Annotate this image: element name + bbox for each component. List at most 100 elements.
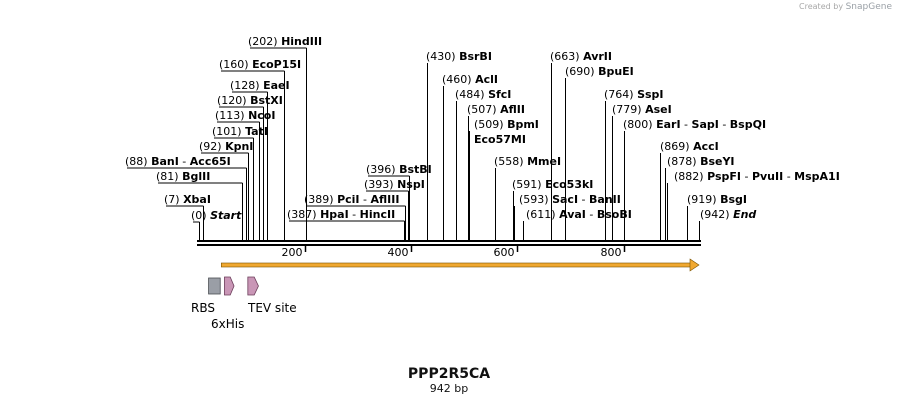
site-label-acci: (869) AccI (660, 140, 719, 153)
site-label-mmei: (558) MmeI (494, 155, 561, 168)
enzyme-name: BpmI (507, 118, 539, 131)
enzyme-name: KpnI (225, 140, 253, 153)
site-position: (101) (212, 125, 245, 138)
enzyme-name: BspQI (730, 118, 766, 131)
site-position: (509) (474, 118, 507, 131)
site-label-end: (942) End (700, 208, 756, 221)
site-label-sspi: (764) SspI (604, 88, 664, 101)
enzyme-name: BstXI (250, 94, 283, 107)
site-label-bpuei: (690) BpuEI (565, 65, 634, 78)
site-label-eari: (800) EarI - SapI - BspQI (623, 118, 766, 131)
enzyme-name: AflIII (371, 193, 400, 206)
enzyme-name: AseI (645, 103, 672, 116)
enzyme-name: AvrII (583, 50, 612, 63)
site-position: (558) (494, 155, 527, 168)
site-name-separator: - (578, 193, 589, 206)
site-position: (0) (191, 209, 210, 222)
snapgene-logo: SnapGene (845, 2, 892, 12)
snapgene-branding: Created by SnapGene (799, 2, 892, 12)
enzyme-name: HpaI (320, 208, 349, 221)
ruler-label-400: 400 (388, 246, 409, 259)
site-position: (113) (215, 109, 248, 122)
enzyme-name: SfcI (488, 88, 511, 101)
enzyme-name: Acc65I (190, 155, 231, 168)
site-name-separator: - (783, 170, 794, 183)
enzyme-name: PspFI (707, 170, 741, 183)
site-position: (878) (667, 155, 700, 168)
enzyme-name: Eco57MI (474, 133, 526, 146)
enzyme-name: AclI (475, 73, 498, 86)
site-label-tati: (101) TatI (212, 125, 268, 138)
enzyme-name: AccI (693, 140, 719, 153)
site-position: (81) (156, 170, 182, 183)
site-position: (882) (674, 170, 707, 183)
site-position: (460) (442, 73, 475, 86)
enzyme-name: HindIII (281, 35, 322, 48)
site-label-hindiii: (202) HindIII (248, 35, 322, 48)
enzyme-name: HincII (360, 208, 396, 221)
site-position: (202) (248, 35, 281, 48)
enzyme-name: EarI (656, 118, 680, 131)
site-label-eco57mi: Eco57MI (474, 133, 526, 146)
site-position: (393) (364, 178, 397, 191)
enzyme-name: MspA1I (794, 170, 840, 183)
sequence-length: 942 bp (429, 382, 469, 395)
enzyme-name: NcoI (248, 109, 275, 122)
site-label-bseyi: (878) BseYI (667, 155, 735, 168)
site-label-start: (0) Start (191, 209, 242, 222)
site-position: (764) (604, 88, 637, 101)
site-label-bsrbi: (430) BsrBI (426, 50, 492, 63)
enzyme-name: EcoP15I (252, 58, 301, 71)
enzyme-name: BanII (589, 193, 621, 206)
feature-6xhis-arrow (224, 276, 235, 296)
site-position: (389) (304, 193, 337, 206)
site-name-separator: - (179, 155, 190, 168)
enzyme-name: PvuII (752, 170, 783, 183)
enzyme-name: BsrBI (459, 50, 492, 63)
enzyme-name: BpuEI (598, 65, 634, 78)
site-position: (507) (467, 103, 500, 116)
site-label-sfci: (484) SfcI (455, 88, 511, 101)
enzyme-name: Start (210, 209, 242, 222)
site-label-eco53ki: (591) Eco53kI (512, 178, 593, 191)
site-label-bstbi: (396) BstBI (366, 163, 432, 176)
site-name-separator: - (741, 170, 752, 183)
enzyme-name: BseYI (700, 155, 734, 168)
site-position: (690) (565, 65, 598, 78)
enzyme-name: SspI (637, 88, 663, 101)
site-label-xbai: (7) XbaI (164, 193, 211, 206)
site-label-asei: (779) AseI (612, 103, 672, 116)
site-position: (387) (287, 208, 320, 221)
site-label-kpni: (92) KpnI (199, 140, 253, 153)
site-position: (484) (455, 88, 488, 101)
feature-rbs-box (208, 277, 221, 295)
site-position: (128) (230, 79, 263, 92)
site-label-ecop15i: (160) EcoP15I (219, 58, 301, 71)
sequence-name: PPP2R5CA (407, 366, 491, 382)
site-position: (396) (366, 163, 399, 176)
site-label-pcii: (389) PciI - AflIII (304, 193, 399, 206)
ruler-label-600: 600 (494, 246, 515, 259)
site-label-avrii: (663) AvrII (550, 50, 612, 63)
site-name-separator: - (586, 208, 597, 221)
site-label-bani: (88) BanI - Acc65I (125, 155, 231, 168)
site-position: (779) (612, 103, 645, 116)
feature-label-rbs: RBS (191, 301, 215, 315)
site-position: (919) (687, 193, 720, 206)
ruler-label-800: 800 (601, 246, 622, 259)
orf-arrow-body (220, 262, 692, 268)
enzyme-name: BglII (182, 170, 210, 183)
site-label-bglii: (81) BglII (156, 170, 210, 183)
site-label-eaei: (128) EaeI (230, 79, 290, 92)
enzyme-name: BsgI (720, 193, 747, 206)
site-label-bstxi: (120) BstXI (217, 94, 283, 107)
enzyme-name: Eco53kI (545, 178, 593, 191)
site-position: (7) (164, 193, 183, 206)
enzyme-name: End (733, 208, 756, 221)
site-name-separator: - (360, 193, 371, 206)
site-position: (593) (519, 193, 552, 206)
site-label-acli: (460) AclI (442, 73, 498, 86)
site-name-separator: - (719, 118, 730, 131)
enzyme-name: AvaI (559, 208, 586, 221)
